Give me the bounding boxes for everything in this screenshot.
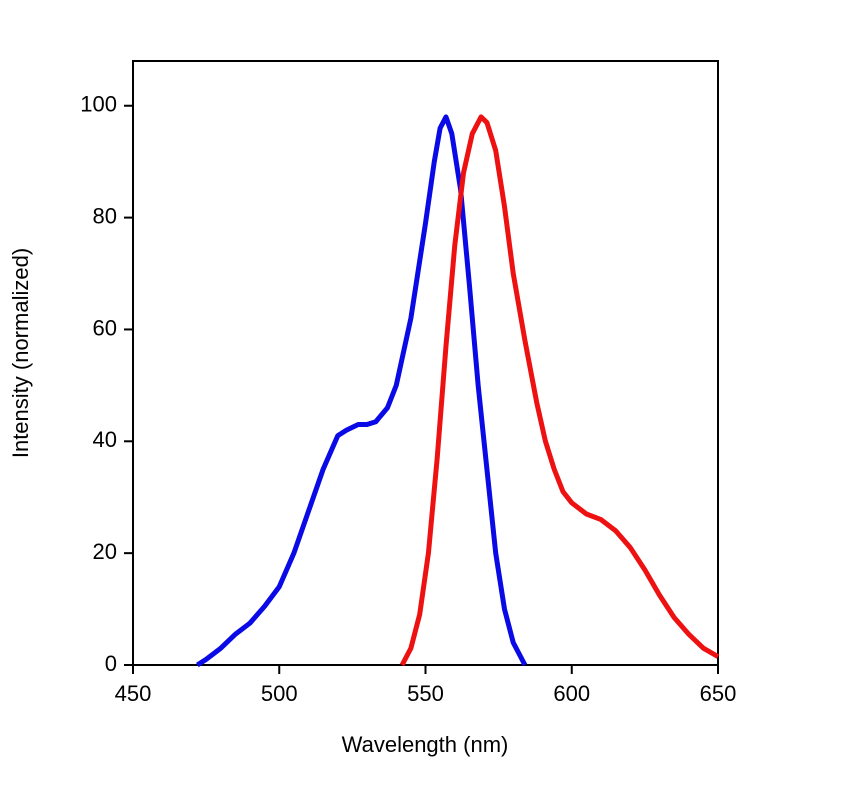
y-tick-label: 40 (93, 427, 117, 452)
x-tick-label: 550 (407, 681, 444, 706)
x-axis-label: Wavelength (nm) (342, 732, 509, 757)
x-tick-label: 650 (700, 681, 737, 706)
data-line (399, 114, 720, 667)
y-tick-label: 0 (105, 651, 117, 676)
data-line (196, 114, 528, 668)
y-tick-label: 20 (93, 539, 117, 564)
y-tick-label: 60 (93, 315, 117, 340)
y-tick-label: 80 (93, 203, 117, 228)
x-tick-label: 450 (115, 681, 152, 706)
x-tick-label: 500 (261, 681, 298, 706)
x-tick-label: 600 (553, 681, 590, 706)
y-axis-label: Intensity (normalized) (8, 248, 33, 458)
y-tick-label: 100 (80, 92, 117, 117)
